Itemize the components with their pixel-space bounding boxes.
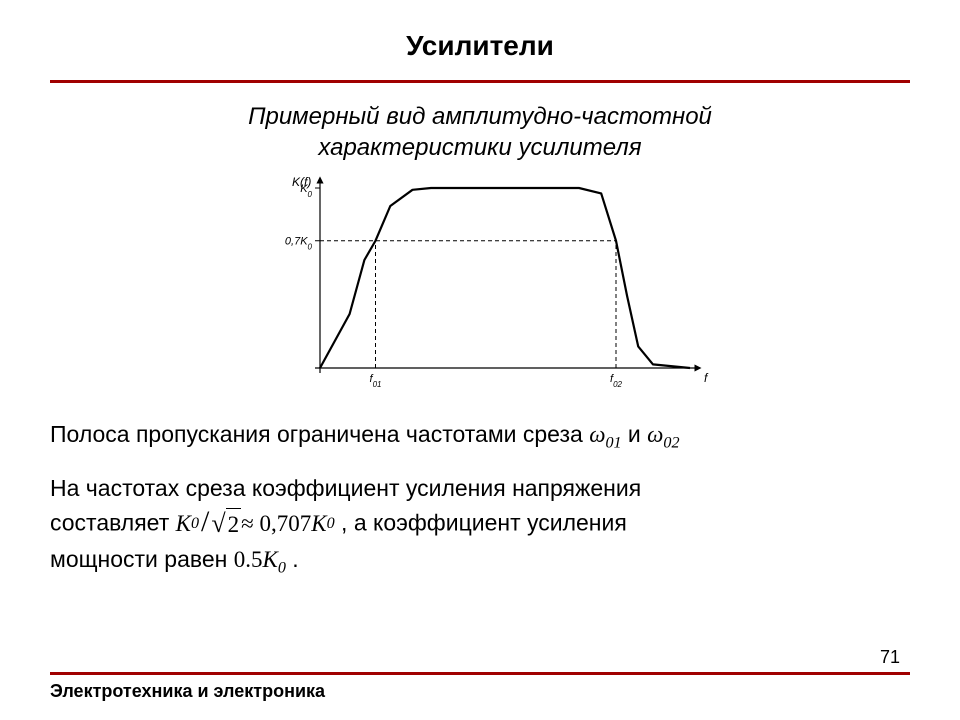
footer: Электротехника и электроника [50, 672, 910, 702]
formula-05k0: 0.5K0 [234, 547, 286, 572]
para2-line2-pre: составляет [50, 509, 176, 535]
subtitle-line2: характеристики усилителя [318, 134, 641, 161]
footer-text: Электротехника и электроника [50, 681, 910, 702]
formula-k0-over-sqrt2: K0/√2 ≈ 0,707K0 [176, 504, 335, 545]
para2-line3-post: . [286, 546, 299, 572]
para2-line3-pre: мощности равен [50, 546, 234, 572]
slide-container: Усилители Примерный вид амплитудно-часто… [0, 0, 960, 720]
omega-02: ω02 [647, 422, 679, 447]
subtitle-line1: Примерный вид амплитудно-частотной [248, 103, 712, 130]
omega-01: ω01 [589, 422, 621, 447]
subtitle: Примерный вид амплитудно-частотной харак… [50, 101, 910, 163]
bottom-divider [50, 672, 910, 675]
para2-line2-post: , а коэффициент усиления [335, 509, 627, 535]
page-number: 71 [880, 647, 900, 668]
para1-pre: Полоса пропускания ограничена частотами … [50, 421, 589, 447]
body-text: Полоса пропускания ограничена частотами … [50, 419, 910, 597]
paragraph-cutoff: На частотах среза коэффициент усиления н… [50, 473, 910, 580]
paragraph-bandwidth: Полоса пропускания ограничена частотами … [50, 419, 910, 454]
page-title: Усилители [50, 30, 910, 62]
chart-container: K(f)fK00,7K0f01f02 [50, 173, 910, 403]
svg-text:f01: f01 [370, 373, 382, 389]
svg-text:0,7K0: 0,7K0 [285, 236, 313, 252]
para1-mid: и [622, 421, 648, 447]
svg-text:f: f [704, 371, 709, 385]
top-divider [50, 80, 910, 83]
svg-text:f02: f02 [610, 373, 623, 389]
para2-line1: На частотах среза коэффициент усиления н… [50, 475, 641, 501]
amplitude-frequency-chart: K(f)fK00,7K0f01f02 [240, 173, 720, 403]
